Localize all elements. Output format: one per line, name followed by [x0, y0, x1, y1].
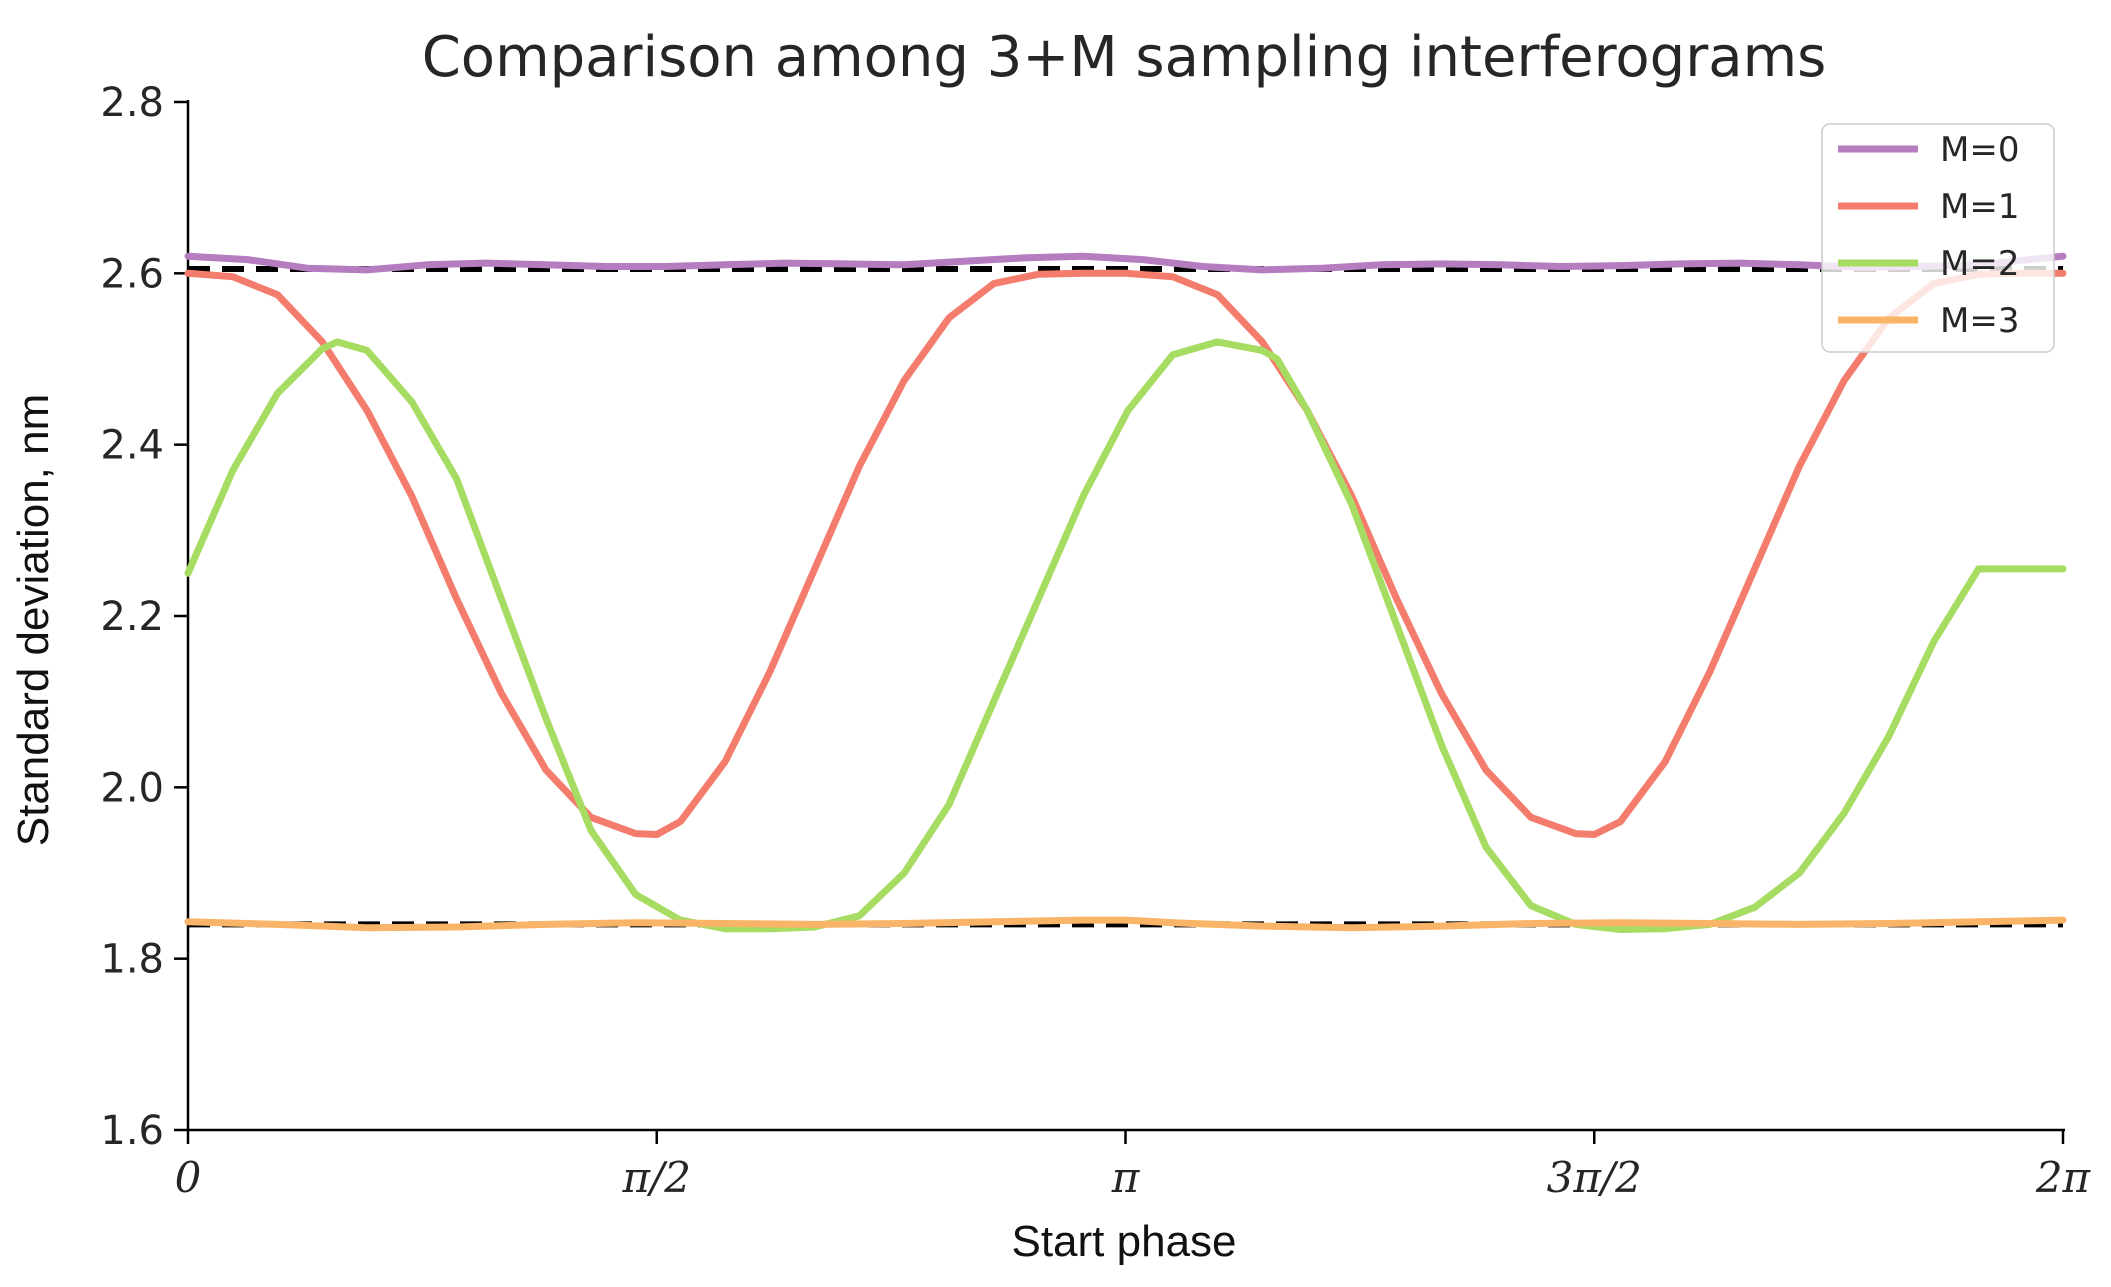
y-tick-label: 2.0	[100, 765, 164, 811]
y-tick-label: 2.6	[100, 251, 164, 297]
legend-label: M=3	[1940, 301, 2019, 341]
legend-label: M=0	[1940, 130, 2019, 170]
legend-label: M=1	[1940, 187, 2019, 227]
x-tick-label: π/2	[622, 1153, 691, 1202]
series-line-m-2	[184, 338, 2067, 933]
y-tick-label: 1.8	[100, 937, 164, 983]
x-tick-label: 0	[175, 1153, 202, 1202]
x-tick-label: 2π	[2035, 1153, 2092, 1202]
y-tick-label: 2.4	[100, 423, 164, 469]
legend-label: M=2	[1940, 244, 2019, 284]
reference-lines	[188, 266, 2063, 928]
y-tick-label: 2.8	[100, 80, 164, 126]
series-lines	[184, 252, 2067, 933]
series-line-m-0	[184, 252, 2067, 274]
legend: M=0 M=1 M=2 M=3	[1821, 123, 2055, 353]
y-tick-label: 2.2	[100, 594, 164, 640]
x-axis-label: Start phase	[1011, 1217, 1236, 1266]
y-tick-label: 1.6	[100, 1108, 164, 1154]
chart-title: Comparison among 3+M sampling interferog…	[422, 25, 1827, 90]
x-tick-label: 3π/2	[1547, 1153, 1642, 1202]
y-axis-label: Standard deviation, nm	[9, 394, 58, 847]
series-line-m-3	[184, 916, 2067, 932]
series-line-m-1	[184, 269, 2067, 838]
legend-box	[1821, 123, 2055, 353]
axes: 1.6 1.8 2.0 2.2 2.4 2.6 2.8 0 π/2 π 3π/2 2π	[100, 80, 2091, 1202]
x-tick-label: π	[1111, 1153, 1141, 1202]
